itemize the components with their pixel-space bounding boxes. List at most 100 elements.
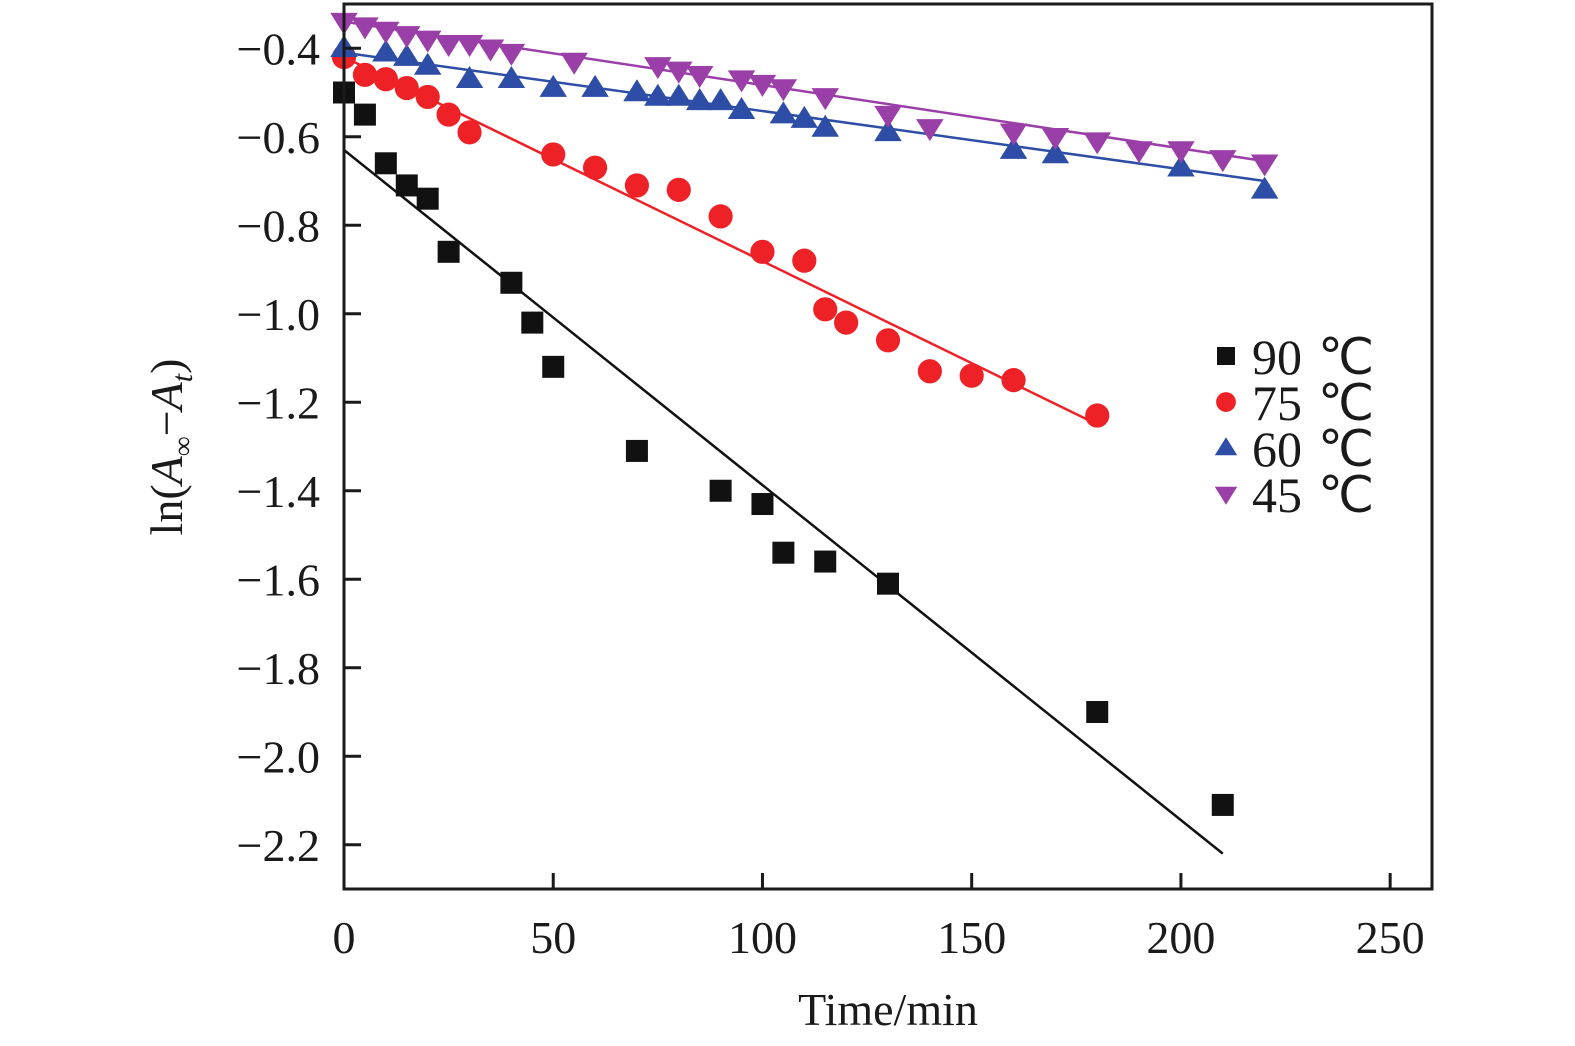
x-axis-ticks: 0 50 100 150 200 250 <box>333 873 1425 963</box>
data-point <box>1041 127 1070 150</box>
legend-marker-triangle-down <box>1214 486 1238 505</box>
legend-item: 45 ℃ <box>1214 467 1374 523</box>
data-point <box>416 187 439 210</box>
y-tick-label: −1.4 <box>237 466 320 517</box>
data-point <box>666 177 691 202</box>
data-point <box>1085 403 1110 428</box>
x-tick-label: 100 <box>728 912 797 963</box>
data-point <box>814 550 837 573</box>
data-point <box>500 271 523 294</box>
data-point <box>455 35 484 58</box>
data-point <box>1211 793 1234 816</box>
data-point <box>455 66 484 89</box>
data-point <box>706 88 735 111</box>
data-point <box>790 105 819 128</box>
data-point <box>413 30 442 53</box>
data-point <box>709 479 732 502</box>
series-90-fit-line <box>343 149 1224 855</box>
data-point <box>413 52 442 75</box>
data-point <box>497 43 526 66</box>
data-point <box>874 119 902 142</box>
fit-lines <box>343 20 1265 855</box>
x-tick-label: 150 <box>937 912 1006 963</box>
data-point <box>644 83 672 106</box>
data-point <box>1041 141 1070 164</box>
data-point <box>374 152 397 175</box>
legend-item: 75 ℃ <box>1216 375 1374 431</box>
data-point <box>875 328 901 353</box>
y-title-sub2: t <box>166 373 199 382</box>
data-point <box>436 102 461 127</box>
legend-unit: ℃ <box>1318 467 1374 523</box>
legend: 90 ℃ 75 ℃ 60 ℃ 45 ℃ <box>1214 329 1374 523</box>
legend-label: 60 <box>1252 421 1302 477</box>
data-point <box>874 105 902 128</box>
data-point <box>769 101 798 124</box>
data-point <box>811 114 839 137</box>
x-tick-label: 250 <box>1356 912 1425 963</box>
data-point <box>624 173 650 198</box>
y-tick-label: −2.2 <box>237 820 320 871</box>
y-tick-label: −2.0 <box>237 731 320 782</box>
data-point <box>999 136 1028 159</box>
data-point <box>644 57 672 80</box>
data-point <box>1125 141 1153 164</box>
data-point <box>542 355 565 378</box>
series-45-points <box>330 12 1279 177</box>
data-point <box>560 52 588 75</box>
y-title-minus: − <box>141 410 192 436</box>
data-point <box>665 61 693 84</box>
data-points <box>330 12 1279 816</box>
data-point <box>1209 150 1237 173</box>
data-point <box>916 119 944 142</box>
y-tick-label: −1.2 <box>237 377 320 428</box>
y-tick-label: −1.6 <box>237 554 320 605</box>
data-point <box>457 120 482 145</box>
data-point <box>834 310 859 335</box>
data-point <box>582 155 608 180</box>
data-point <box>541 142 566 167</box>
y-axis-ticks: −0.4 −0.6 −0.8 −1.0 −1.2 −1.4 −1.6 −1.8 −2.0 −2.2 <box>237 23 361 871</box>
legend-marker-square <box>1217 347 1235 365</box>
data-point <box>581 74 609 97</box>
data-point <box>373 67 398 92</box>
y-tick-label: −1.0 <box>237 289 320 340</box>
data-point <box>685 66 714 88</box>
data-point <box>372 39 400 62</box>
x-tick-label: 50 <box>530 912 576 963</box>
data-point <box>1083 132 1111 155</box>
data-point <box>1250 154 1279 177</box>
data-point <box>393 26 421 49</box>
data-point <box>352 62 378 87</box>
data-point <box>395 174 418 197</box>
y-title-prefix: ln( <box>141 484 192 535</box>
data-point <box>437 240 460 263</box>
data-point <box>959 363 984 388</box>
data-point <box>751 493 774 516</box>
data-point <box>665 83 693 106</box>
data-point <box>351 17 379 40</box>
data-point <box>999 123 1028 146</box>
x-tick-label: 200 <box>1146 912 1215 963</box>
data-point <box>521 311 544 334</box>
legend-label: 90 <box>1252 329 1302 385</box>
y-tick-label: −0.6 <box>237 112 320 163</box>
legend-unit: ℃ <box>1318 329 1374 385</box>
y-tick-label: −0.8 <box>237 200 320 251</box>
data-point <box>415 84 440 110</box>
data-point <box>685 88 714 111</box>
data-point <box>539 74 567 97</box>
y-title-suffix: ) <box>141 359 192 374</box>
y-tick-label: −0.4 <box>237 23 320 74</box>
series-60-points <box>330 35 1279 199</box>
data-point <box>708 204 733 229</box>
data-point <box>394 75 419 101</box>
data-point <box>748 74 777 97</box>
legend-unit: ℃ <box>1318 375 1374 431</box>
data-point <box>917 359 942 384</box>
data-point <box>811 88 839 111</box>
legend-label: 45 <box>1252 467 1302 523</box>
legend-marker-circle <box>1216 392 1236 412</box>
data-point <box>393 43 421 66</box>
